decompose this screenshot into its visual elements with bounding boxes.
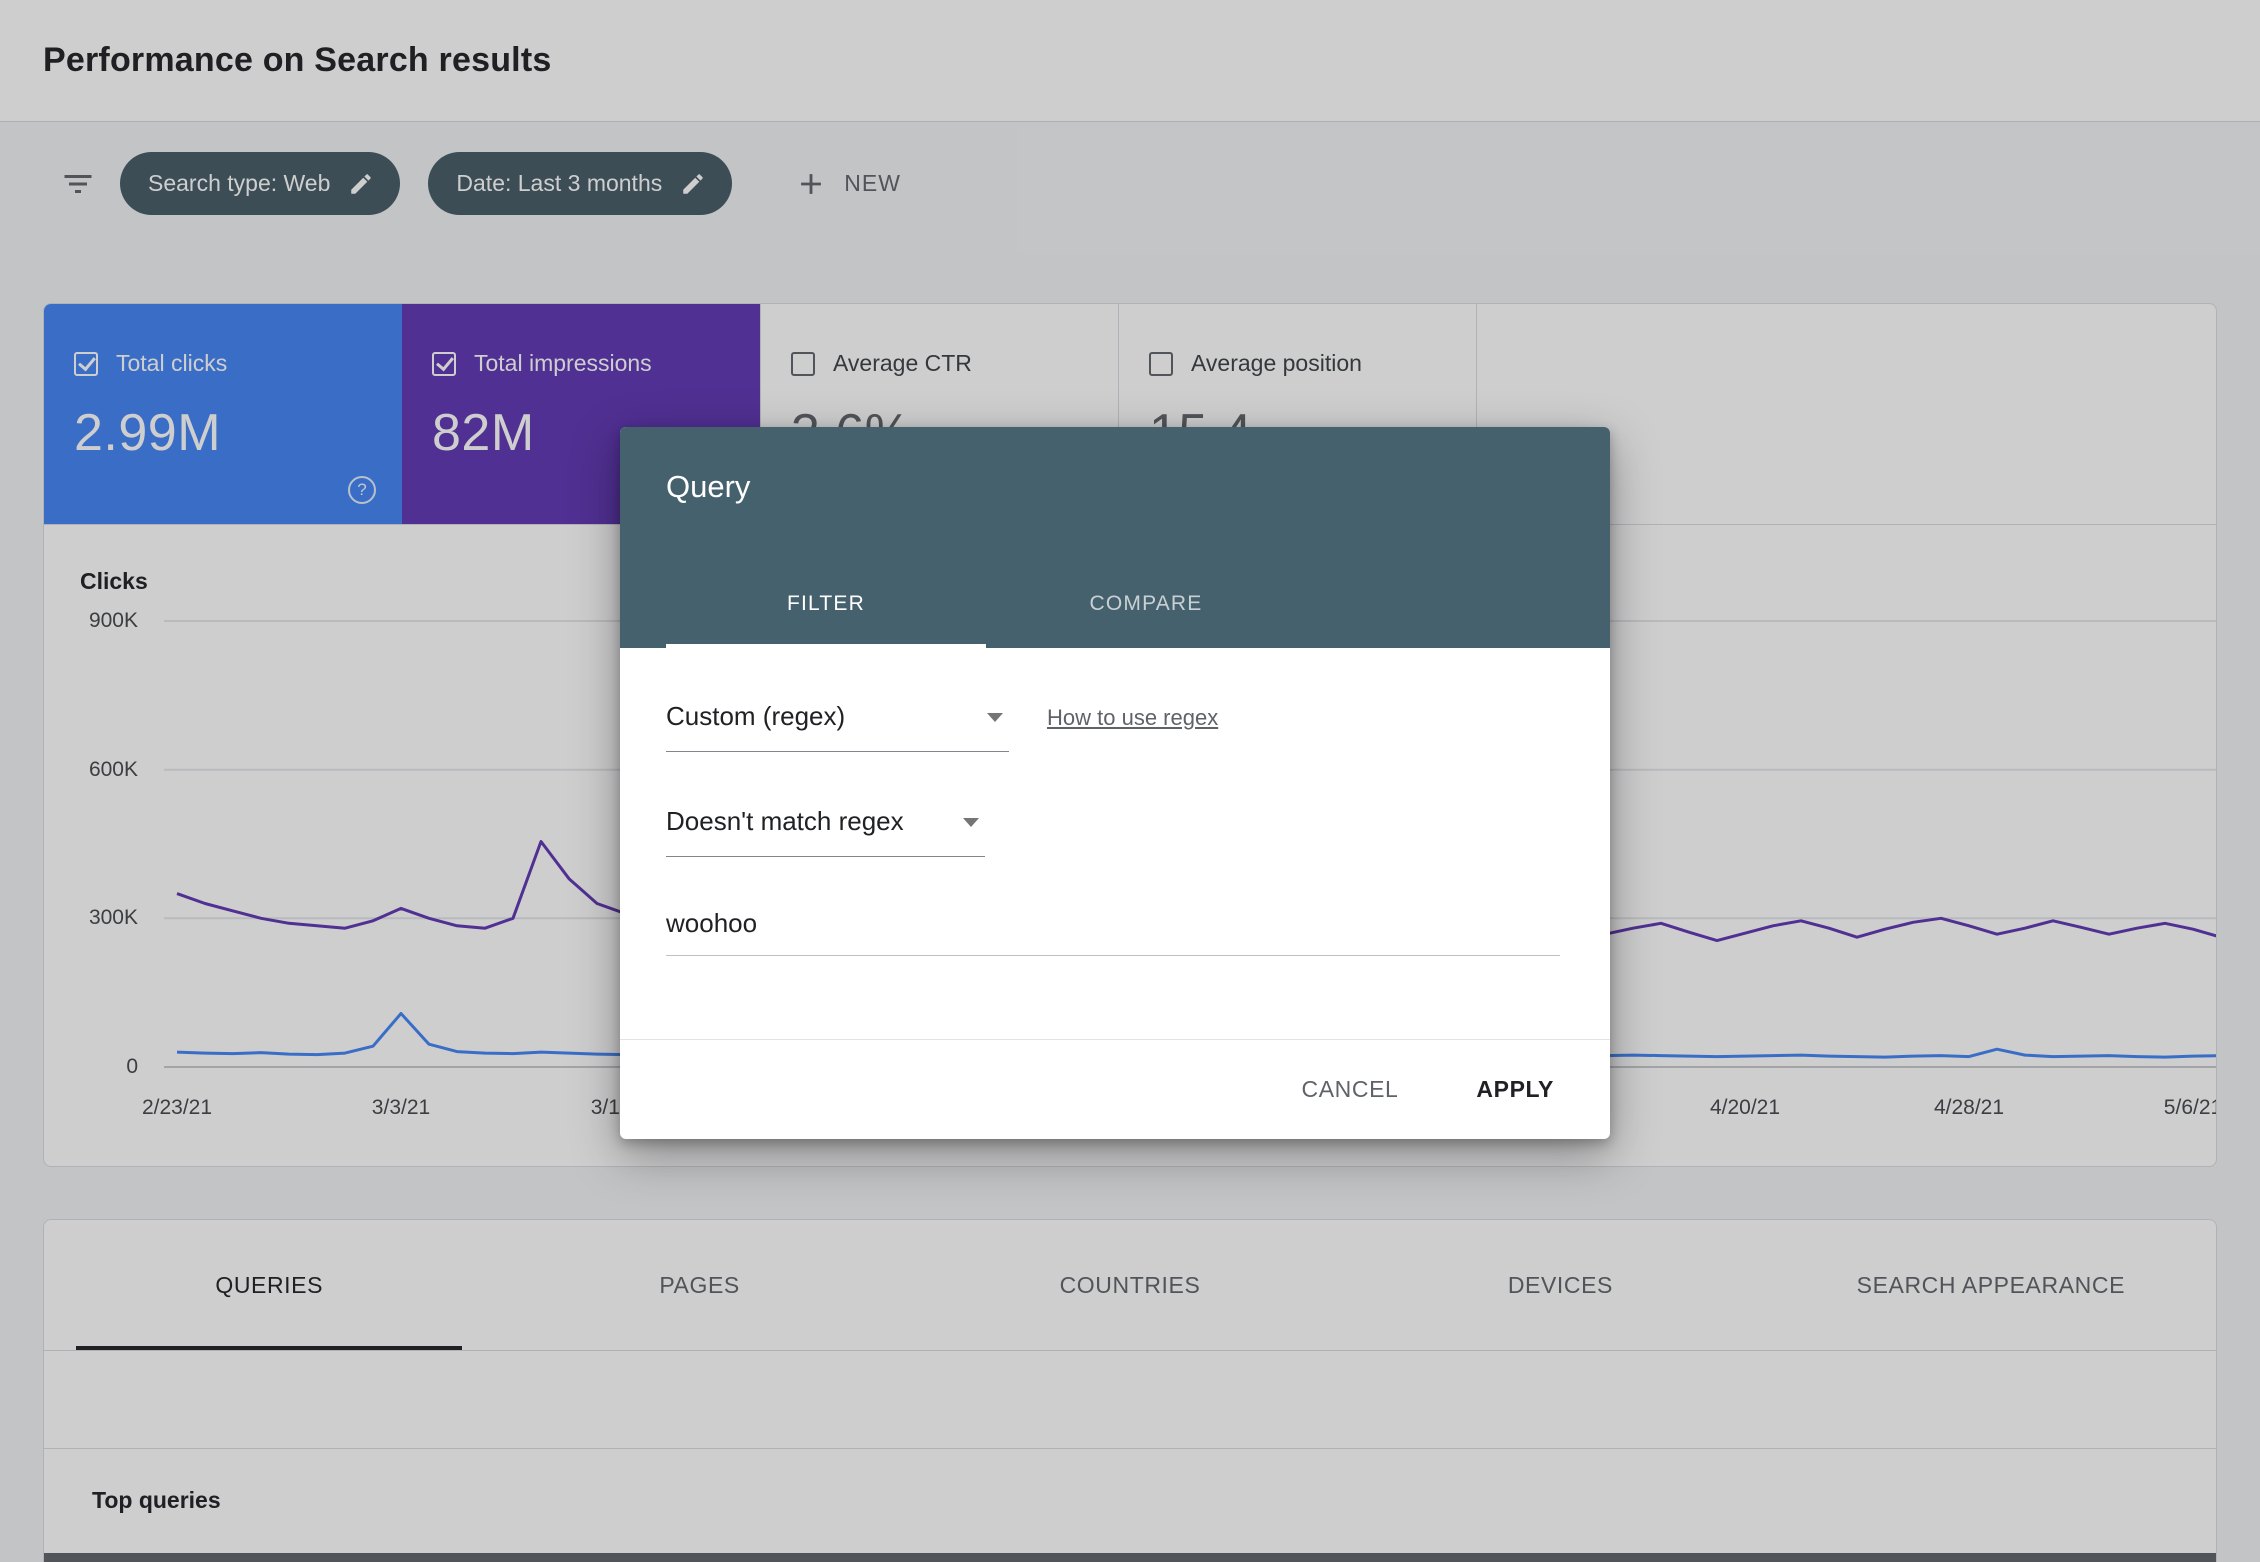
page-title: Performance on Search results — [43, 41, 552, 79]
apply-button[interactable]: APPLY — [1470, 1075, 1560, 1104]
metric-value: 82M — [432, 404, 535, 462]
dialog-tabs: FILTER COMPARE — [666, 578, 1306, 648]
filter-icon[interactable] — [60, 166, 96, 202]
edit-icon — [683, 173, 704, 194]
tab-pages[interactable]: PAGES — [484, 1220, 914, 1350]
filter-type-select-value: Custom (regex) — [666, 701, 846, 731]
metric-value: 2.99M — [74, 404, 222, 462]
dialog-header: Query FILTER COMPARE — [620, 427, 1610, 648]
y-axis-tick-label: 900K — [88, 609, 138, 632]
cancel-button[interactable]: CANCEL — [1296, 1075, 1405, 1104]
tab-label: COUNTRIES — [1059, 1271, 1201, 1298]
dialog-footer: CANCEL APPLY — [620, 1039, 1610, 1139]
tab-search-appearance[interactable]: SEARCH APPEARANCE — [1776, 1220, 2206, 1350]
metric-label: Total clicks — [116, 350, 228, 376]
new-filter-button[interactable]: NEW — [788, 166, 907, 202]
y-axis-tick-label: 300K — [88, 906, 138, 930]
regex-help-link[interactable]: How to use regex — [1047, 705, 1219, 730]
match-type-select[interactable]: Doesn't match regex — [666, 806, 985, 857]
checkbox-unchecked-icon[interactable] — [1149, 351, 1173, 376]
y-axis-tick-label: 600K — [88, 757, 138, 781]
tab-label: SEARCH APPEARANCE — [1856, 1271, 2126, 1298]
help-icon[interactable]: ? — [348, 476, 376, 504]
tab-label: FILTER — [787, 592, 865, 615]
plus-icon — [801, 173, 822, 194]
new-filter-label: NEW — [844, 170, 901, 196]
date-range-chip-label: Date: Last 3 months — [456, 170, 663, 196]
page-header: Performance on Search results — [0, 0, 2260, 122]
tab-countries[interactable]: COUNTRIES — [915, 1220, 1345, 1350]
search-type-chip-label: Search type: Web — [148, 170, 331, 196]
table-section-row: Top queries — [44, 1449, 2216, 1552]
checkbox-unchecked-icon[interactable] — [791, 351, 815, 376]
table-header-divider — [44, 1553, 2216, 1562]
dialog-title: Query — [666, 469, 751, 504]
tab-filter[interactable]: FILTER — [666, 578, 986, 648]
search-type-chip[interactable]: Search type: Web — [120, 152, 401, 215]
checkbox-checked-icon[interactable] — [74, 351, 98, 376]
chart-y-axis-title: Clicks — [80, 568, 148, 594]
edit-icon — [351, 173, 372, 194]
tab-label: COMPARE — [1089, 592, 1203, 615]
filter-bar: Search type: Web Date: Last 3 months NEW — [0, 122, 2260, 245]
table-section-title: Top queries — [92, 1487, 221, 1513]
tab-devices[interactable]: DEVICES — [1345, 1220, 1775, 1350]
tab-label: QUERIES — [215, 1271, 324, 1298]
dropdown-arrow-icon — [987, 713, 1003, 722]
regex-value-input[interactable] — [666, 908, 1560, 956]
y-axis-tick-label: 0 — [126, 1055, 138, 1078]
date-range-chip[interactable]: Date: Last 3 months — [428, 152, 733, 215]
metric-cards-row: Total clicks 2.99M ? Total impressions 8… — [44, 304, 2216, 525]
tab-label: DEVICES — [1507, 1271, 1614, 1298]
metric-label: Average CTR — [833, 350, 972, 376]
dimension-tabs: QUERIES PAGES COUNTRIES DEVICES SEARCH A… — [44, 1220, 2216, 1351]
filter-type-select[interactable]: Custom (regex) — [666, 701, 1009, 752]
metric-cards-spacer — [1476, 304, 2216, 524]
table-toolbar-row — [44, 1351, 2216, 1449]
tab-queries[interactable]: QUERIES — [54, 1220, 484, 1350]
dropdown-arrow-icon — [963, 818, 979, 827]
match-type-select-value: Doesn't match regex — [666, 806, 904, 836]
query-filter-dialog: Query FILTER COMPARE Custom (regex) How … — [620, 427, 1610, 1139]
dialog-body: Custom (regex) How to use regex Doesn't … — [620, 648, 1610, 1139]
metric-label: Average position — [1191, 350, 1362, 376]
checkbox-checked-icon[interactable] — [432, 351, 456, 376]
tab-compare[interactable]: COMPARE — [986, 578, 1306, 648]
tab-label: PAGES — [659, 1271, 740, 1298]
total-clicks-card[interactable]: Total clicks 2.99M ? — [44, 304, 402, 524]
dimensions-panel: QUERIES PAGES COUNTRIES DEVICES SEARCH A… — [43, 1219, 2217, 1562]
metric-label: Total impressions — [474, 350, 652, 376]
y-axis-labels: 900K 600K 300K 0 — [44, 524, 138, 1166]
